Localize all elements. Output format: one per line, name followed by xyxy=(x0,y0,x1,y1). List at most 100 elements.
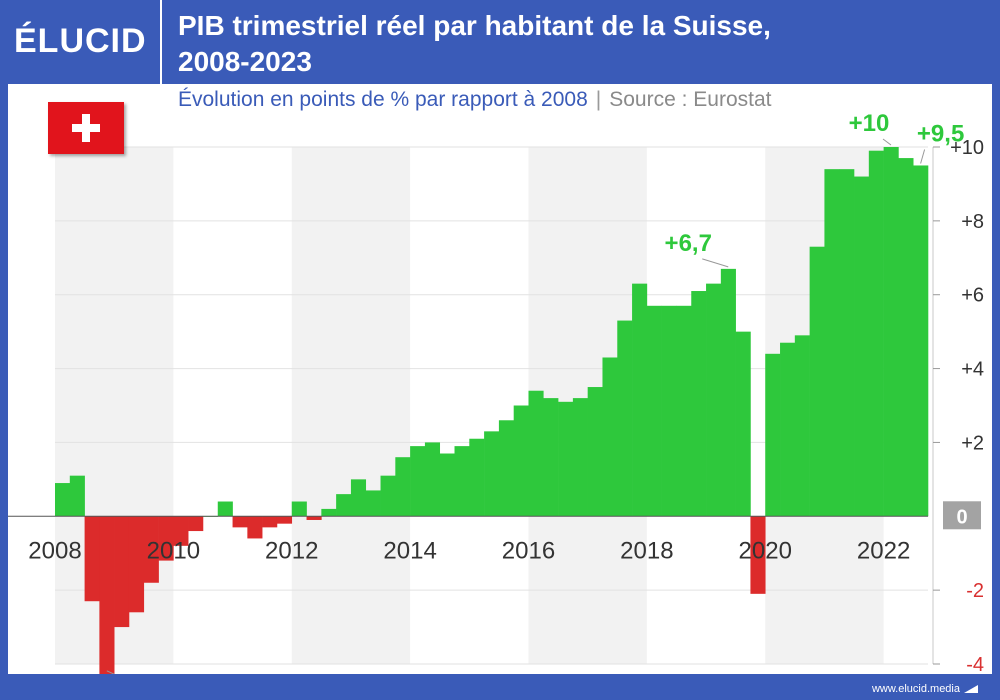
subtitle-separator: | xyxy=(595,88,602,111)
swiss-flag-icon xyxy=(48,102,124,154)
header: ÉLUCID PIB trimestriel réel par habitant… xyxy=(0,0,1000,84)
bar-negative xyxy=(99,516,115,674)
footer-url: www.elucid.media xyxy=(871,683,960,695)
bar-positive xyxy=(543,398,559,517)
annotation-leader xyxy=(702,258,729,268)
bar-positive xyxy=(898,158,914,517)
bar-negative xyxy=(306,516,322,520)
y-tick-label: -4 xyxy=(966,654,984,674)
bar-positive xyxy=(632,283,648,517)
bar-positive xyxy=(558,401,574,517)
y-tick-label-zero: 0 xyxy=(956,506,967,528)
y-tick-label: +4 xyxy=(961,359,984,381)
bar-positive xyxy=(291,501,307,517)
x-tick-label: 2014 xyxy=(383,537,436,564)
bar-positive xyxy=(498,420,514,517)
year-band xyxy=(291,147,411,664)
bar-positive xyxy=(217,501,233,517)
bar-positive xyxy=(765,353,781,517)
bar-negative xyxy=(158,516,174,561)
x-tick-label: 2020 xyxy=(739,537,792,564)
bar-positive xyxy=(69,475,85,517)
bar-positive xyxy=(602,357,618,517)
bar-positive xyxy=(661,305,677,517)
chart-title-line1: PIB trimestriel réel par habitant de la … xyxy=(178,10,771,41)
bar-negative xyxy=(143,516,159,583)
elucid-mark-icon xyxy=(964,685,978,693)
bar-positive xyxy=(469,438,485,517)
y-tick-label: +6 xyxy=(961,285,984,307)
bar-positive xyxy=(854,176,870,517)
bar-positive xyxy=(395,457,411,517)
annotation-leader xyxy=(920,149,926,164)
chart-title: PIB trimestriel réel par habitant de la … xyxy=(178,8,978,80)
bar-positive xyxy=(484,431,500,517)
x-tick-label: 2016 xyxy=(502,537,555,564)
bar-positive xyxy=(824,169,840,517)
bar-positive xyxy=(350,479,367,517)
bar-negative xyxy=(232,516,248,528)
y-tick-label: +8 xyxy=(961,211,984,233)
bar-negative xyxy=(276,516,293,524)
chart-subtitle: Évolution en points de % par rapport à 2… xyxy=(178,88,772,112)
bar-negative xyxy=(247,516,263,539)
annotation-label: -4,4 xyxy=(136,670,178,674)
x-tick-label: 2008 xyxy=(28,537,81,564)
bar-negative xyxy=(173,516,189,546)
y-tick-label: +10 xyxy=(950,137,984,159)
bar-positive xyxy=(572,398,588,517)
bar-positive xyxy=(528,390,544,517)
bar-positive xyxy=(513,405,529,517)
bar-negative xyxy=(262,516,278,528)
bar-positive xyxy=(321,508,337,517)
x-tick-label: 2018 xyxy=(620,537,673,564)
bar-positive xyxy=(780,342,796,517)
bar-negative xyxy=(750,516,766,594)
bar-positive xyxy=(439,453,455,517)
annotation-label: +9,5 xyxy=(917,120,964,147)
bar-positive xyxy=(794,335,810,517)
bar-positive xyxy=(676,305,692,517)
bar-positive xyxy=(868,150,884,517)
bar-positive xyxy=(646,305,662,517)
annotation-label: +10 xyxy=(849,110,890,137)
bar-positive xyxy=(883,147,899,517)
bar-positive xyxy=(336,494,352,517)
bar-positive xyxy=(55,483,71,517)
bar-negative xyxy=(84,516,100,602)
subtitle-text: Évolution en points de % par rapport à 2… xyxy=(178,88,588,111)
bar-positive xyxy=(809,246,825,517)
x-tick-label: 2012 xyxy=(265,537,318,564)
bar-positive xyxy=(720,268,736,517)
bar-positive xyxy=(587,387,603,517)
chart-title-line2: 2008-2023 xyxy=(178,46,312,77)
annotation-label: +6,7 xyxy=(665,230,712,257)
bar-negative xyxy=(114,516,130,628)
annotation-leader xyxy=(882,138,892,146)
y-tick-label: +2 xyxy=(961,432,984,454)
bar-positive xyxy=(424,442,441,517)
bar-positive xyxy=(380,475,396,517)
x-tick-label: 2010 xyxy=(147,537,200,564)
bar-positive xyxy=(410,446,426,517)
bar-positive xyxy=(839,169,855,517)
bar-negative xyxy=(128,516,145,613)
source-text: Source : Eurostat xyxy=(609,88,772,111)
bar-negative xyxy=(188,516,204,532)
bar-positive xyxy=(913,165,929,517)
bar-positive xyxy=(365,490,381,517)
bar-positive xyxy=(735,331,751,517)
bar-positive xyxy=(706,283,722,517)
chart-panel: +10 +8 +6 +4 +2 0 -2 -4 2008 2010 2012 2014 2016 2018… xyxy=(8,84,992,674)
x-tick-label: 2022 xyxy=(857,537,910,564)
zero-badge xyxy=(943,501,981,530)
y-tick-label: -2 xyxy=(966,580,984,602)
elucid-logo: ÉLUCID xyxy=(14,22,147,60)
header-divider xyxy=(160,0,162,84)
bar-chart: +10 +8 +6 +4 +2 0 -2 -4 2008 2010 2012 2014 2016 2018… xyxy=(8,110,984,674)
bar-positive xyxy=(691,291,707,517)
flag-cross-vertical xyxy=(82,114,90,142)
bar-positive xyxy=(617,320,633,517)
bar-positive xyxy=(454,446,470,517)
annotation-leader xyxy=(106,670,115,674)
